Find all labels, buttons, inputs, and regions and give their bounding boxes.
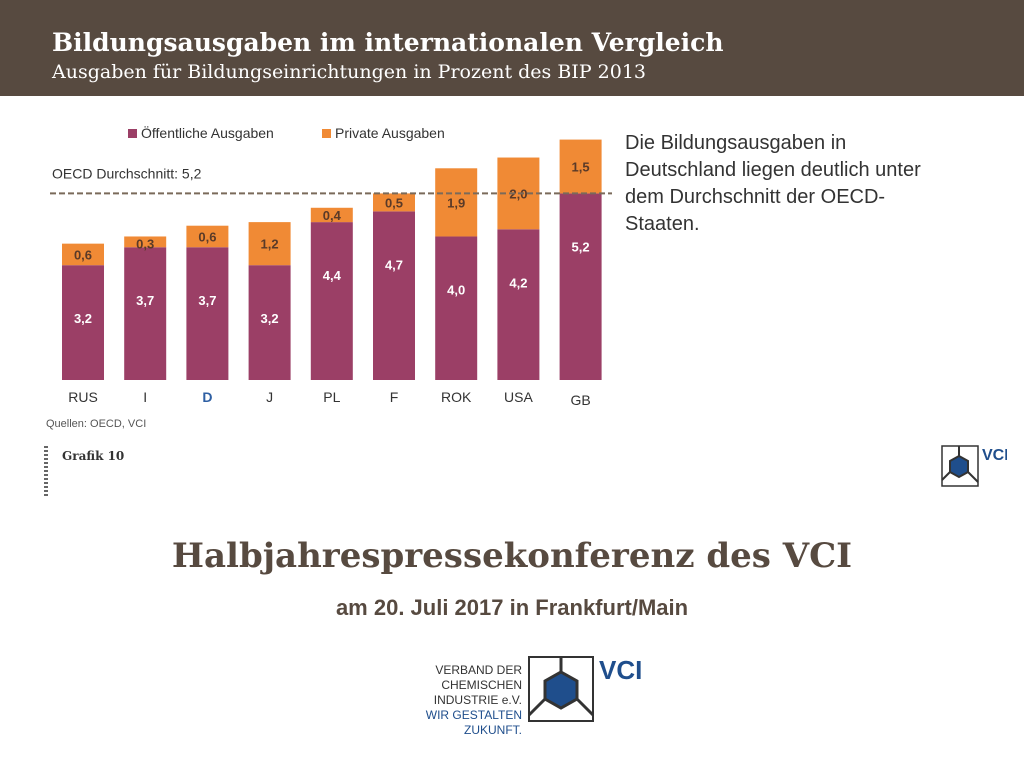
bar-private-J [248, 222, 291, 266]
data-label-public-PL: 4,4 [323, 268, 342, 283]
category-label-I: I [143, 389, 147, 405]
data-label-public-RUS: 3,2 [74, 311, 92, 326]
stacked-bar-chart: Öffentliche Ausgaben Private Ausgaben 3,2 0… [50, 124, 612, 408]
bar-public-ROK [435, 236, 478, 380]
legend-swatch-private [322, 129, 331, 138]
data-label-private-ROK: 1,9 [447, 195, 465, 210]
category-label-F: F [390, 389, 399, 405]
bar-private-RUS [62, 243, 104, 266]
bar-public-RUS [62, 265, 104, 380]
data-label-public-USA: 4,2 [509, 275, 527, 290]
category-label-RUS: RUS [68, 389, 98, 405]
main-subtitle: am 20. Juli 2017 in Frankfurt/Main [335, 595, 689, 620]
legend-label-private: Private Ausgaben [335, 125, 445, 141]
commentary-text: Die Bildungsausgaben in Deutschland lieg… [625, 132, 921, 235]
vci-brand-large: VCI [599, 655, 642, 685]
data-label-public-J: 3,2 [261, 311, 279, 326]
category-label-ROK: ROK [441, 389, 472, 405]
source-note: Quellen: OECD, VCI [46, 418, 147, 430]
data-label-public-ROK: 4,0 [447, 282, 465, 297]
bar-private-I [124, 236, 167, 248]
bar-public-PL [310, 222, 353, 380]
bar-public-F [373, 211, 415, 380]
bar-private-F [373, 193, 415, 212]
slide-subtitle: Ausgaben für Bildungseinrichtungen in Pr… [52, 61, 646, 83]
bar-private-PL [310, 207, 353, 223]
data-label-public-I: 3,7 [136, 293, 154, 308]
data-label-private-PL: 0,4 [323, 208, 342, 223]
bar-public-USA [497, 229, 540, 380]
association-line-1: VERBAND DER [435, 663, 522, 677]
bar-public-I [124, 247, 167, 380]
bar-private-GB [559, 139, 602, 194]
vci-logo-large: VCI [527, 655, 642, 722]
bar-public-GB [559, 193, 602, 380]
bar-public-J [248, 265, 291, 380]
data-label-public-D: 3,7 [198, 293, 216, 308]
association-text: VERBAND DER CHEMISCHEN INDUSTRIE e.V. WI… [380, 663, 522, 738]
data-label-private-I: 0,3 [136, 236, 154, 251]
grafik-marker [44, 446, 48, 498]
vci-brand-small: VCI [982, 447, 1007, 464]
category-label-PL: PL [323, 389, 340, 405]
data-label-public-F: 4,7 [385, 257, 403, 272]
category-label-GB: GB [570, 392, 590, 408]
bar-private-ROK [435, 168, 478, 237]
category-label-USA: USA [504, 389, 533, 405]
data-label-public-GB: 5,2 [572, 239, 590, 254]
data-label-private-J: 1,2 [261, 237, 279, 252]
data-label-private-F: 0,5 [385, 195, 403, 210]
category-label-J: J [266, 389, 273, 405]
data-label-private-D: 0,6 [198, 229, 216, 244]
oecd-average-label: OECD Durchschnitt: 5,2 [52, 165, 202, 181]
data-label-private-GB: 1,5 [572, 160, 590, 175]
legend-swatch-public [128, 129, 137, 138]
header-banner: Bildungsausgaben im internationalen Verg… [0, 0, 1024, 96]
bar-private-D [186, 225, 229, 248]
association-slogan: WIR GESTALTEN ZUKUNFT. [425, 708, 522, 737]
category-label-D: D [202, 389, 212, 405]
data-label-private-RUS: 0,6 [74, 247, 92, 262]
grafik-label: Grafik 10 [62, 449, 125, 463]
vci-logo-small: VCI [941, 445, 1007, 487]
main-title: Halbjahrespressekonferenz des VCI [171, 536, 853, 576]
legend-label-public: Öffentliche Ausgaben [141, 124, 274, 141]
slide-title: Bildungsausgaben im internationalen Verg… [52, 28, 724, 57]
bar-public-D [186, 247, 229, 380]
association-line-2: CHEMISCHEN INDUSTRIE e.V. [433, 678, 522, 707]
